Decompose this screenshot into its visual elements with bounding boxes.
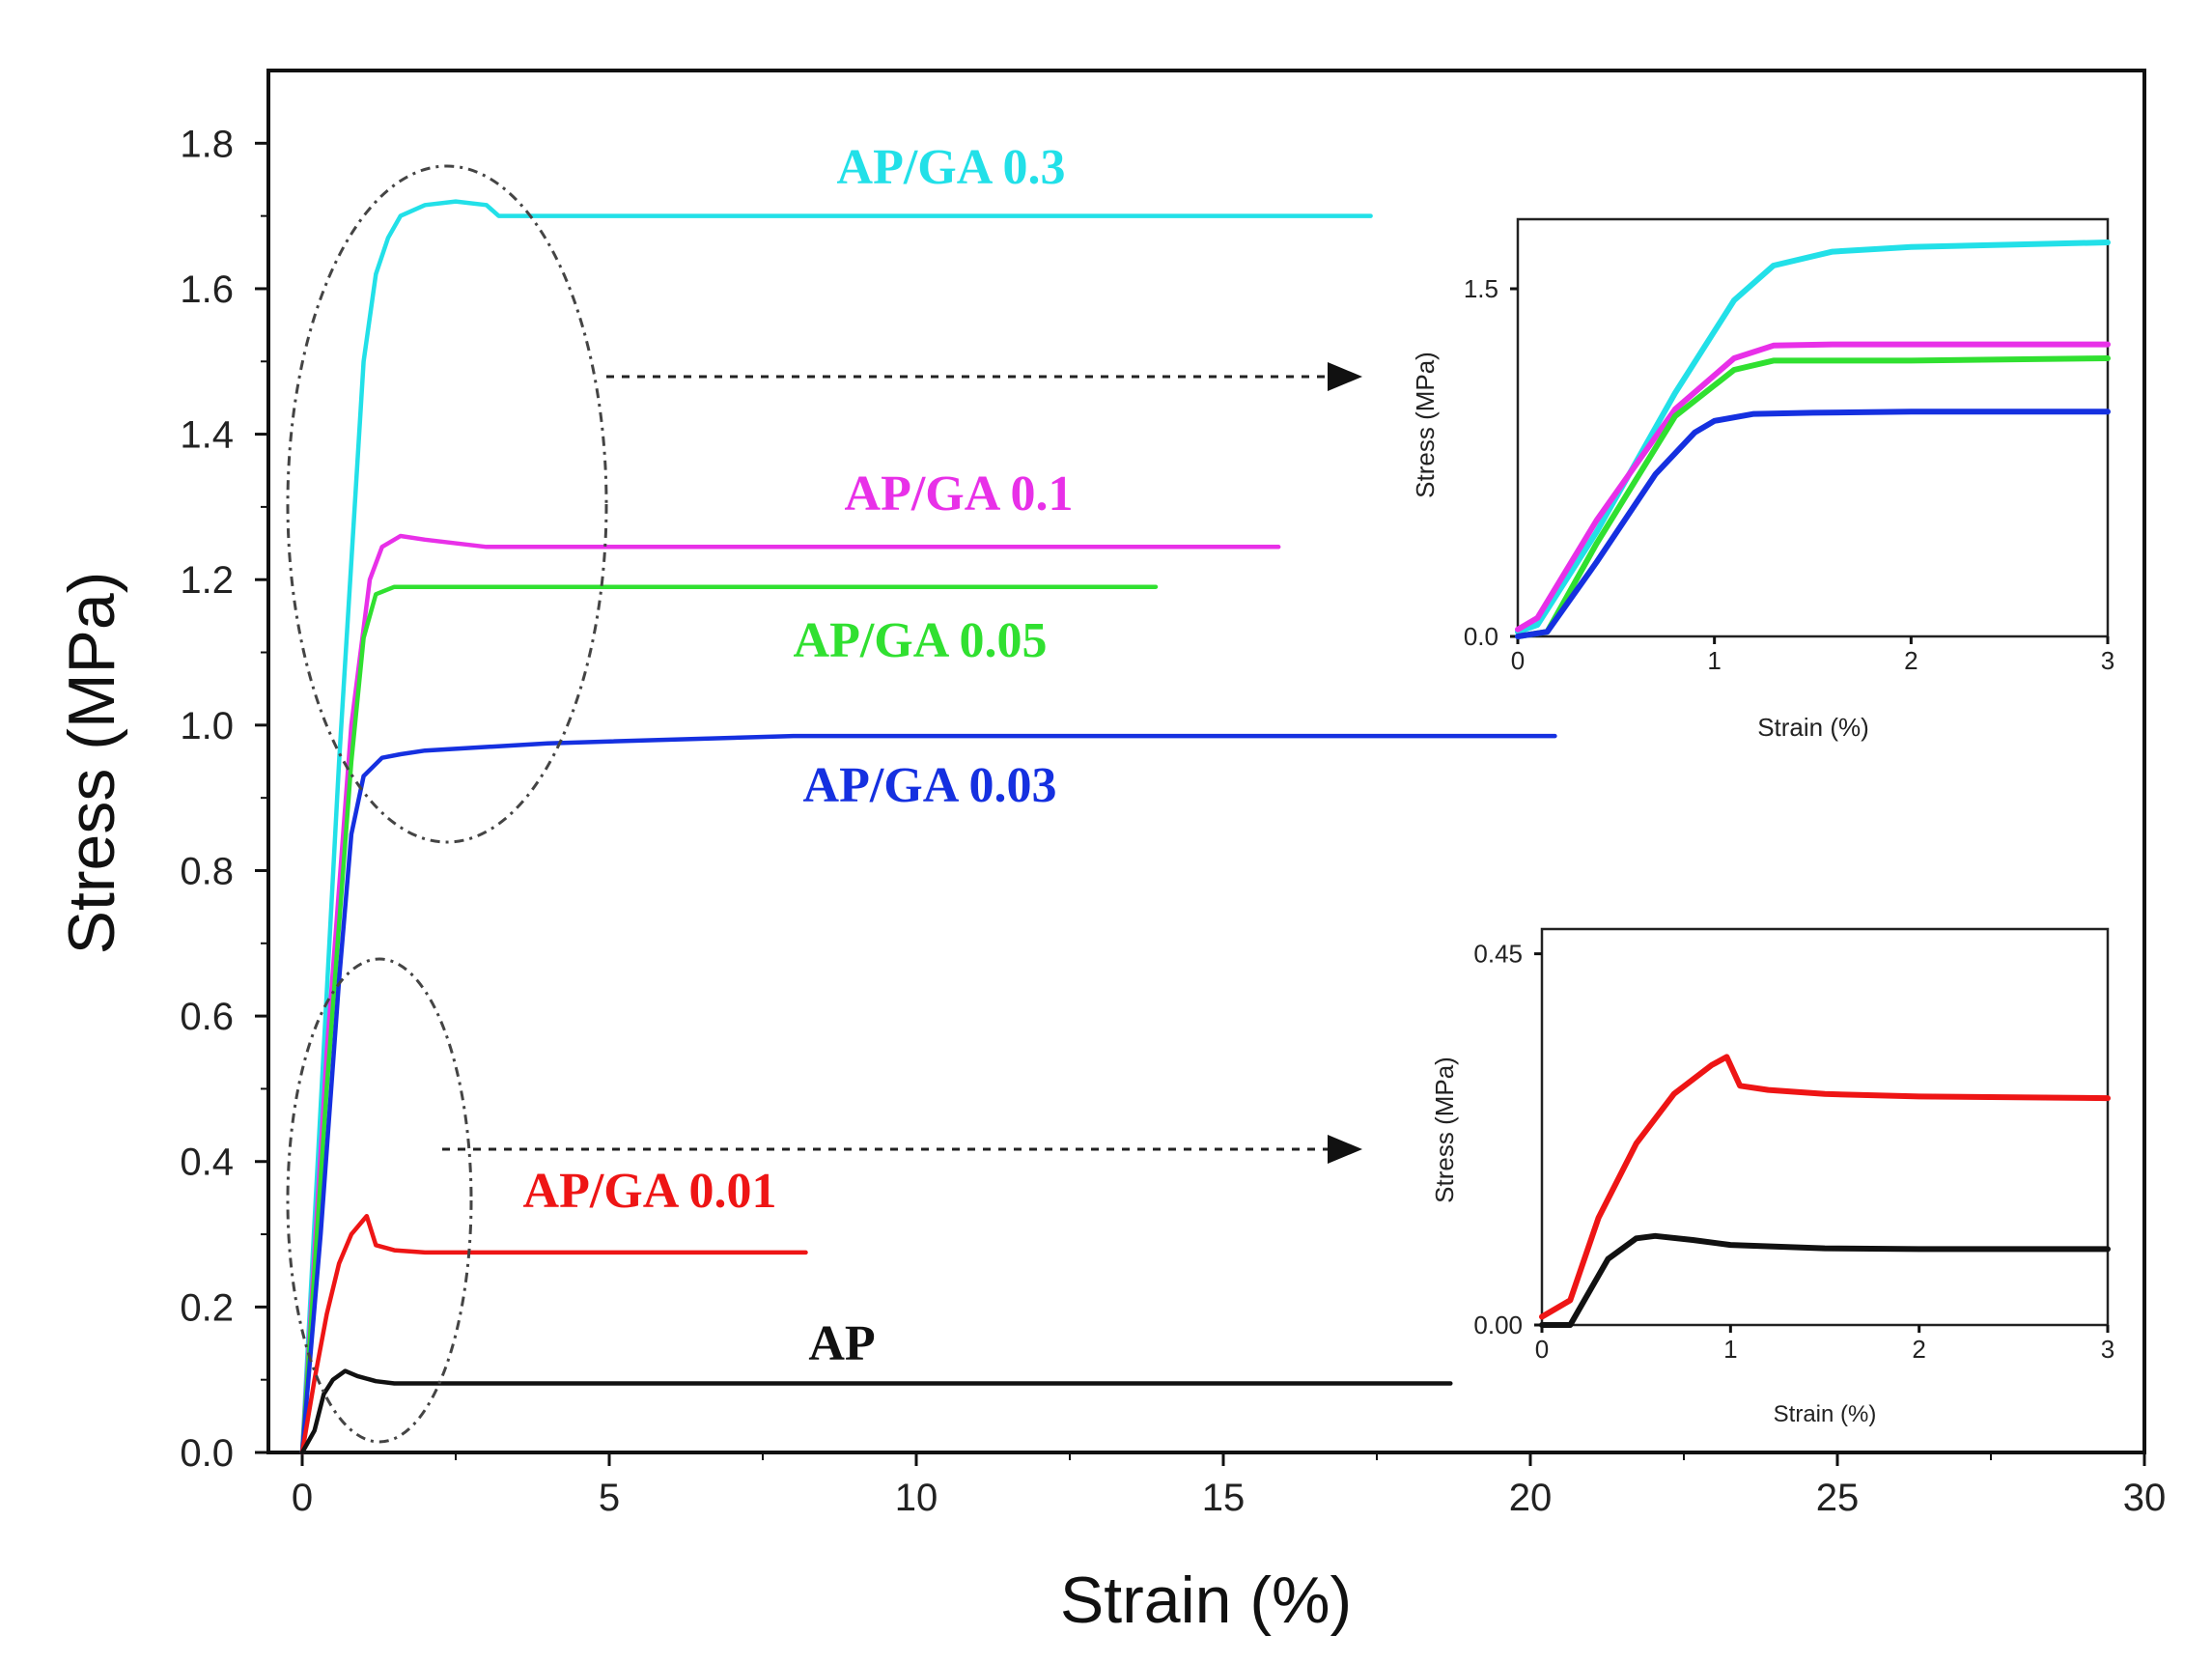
- inset_upper-series-ap-ga-0-1: [1515, 341, 2111, 633]
- main-plot-frame: [266, 69, 2146, 1454]
- inset_upper-x-tick-label: 0: [1511, 646, 1525, 675]
- inset_lower-y-tick-label: 0.45: [1473, 940, 1523, 969]
- label-ga003: AP/GA 0.03: [803, 758, 1057, 813]
- inset_upper-series-ap-ga-0-05: [1515, 355, 2111, 639]
- upper-inset-y-title: Stress (MPa): [1411, 352, 1440, 498]
- main-x-tick-label: 0: [292, 1477, 313, 1519]
- main-y-tick-label: 1.6: [180, 268, 234, 311]
- main-x-tick-label: 25: [1816, 1477, 1860, 1519]
- label-ga005: AP/GA 0.05: [794, 613, 1048, 668]
- main-series-ap-ga-0-05: [299, 584, 1159, 1455]
- inset_lower-y-tick-label: 0.00: [1473, 1311, 1523, 1339]
- main-y-tick-label: 1.2: [180, 559, 234, 602]
- main-series-ap-ga-0-3: [299, 199, 1373, 1455]
- inset_upper-x-tick-label: 2: [1904, 646, 1918, 675]
- main-y-tick-label: 0.8: [180, 850, 234, 892]
- inset_lower-x-tick-label: 2: [1912, 1335, 1925, 1364]
- main-x-tick-label: 20: [1509, 1477, 1553, 1519]
- main-x-tick-label: 30: [2123, 1477, 2167, 1519]
- lower-inset-frame: [1540, 927, 2110, 1327]
- inset_upper-y-tick-label: 1.5: [1464, 274, 1498, 303]
- inset_lower-x-tick-label: 0: [1535, 1335, 1549, 1364]
- main-y-tick-label: 0.4: [180, 1142, 234, 1184]
- main-series-ap-ga-0-01: [299, 1213, 808, 1455]
- inset_lower-x-tick-label: 3: [2101, 1335, 2114, 1364]
- main-x-tick-label: 5: [599, 1477, 620, 1519]
- main-y-tick-label: 0.6: [180, 996, 234, 1038]
- main-series-ap: [299, 1368, 1453, 1455]
- lower-inset-series-group: [1539, 1054, 2111, 1328]
- main-y-tick-label: 1.8: [180, 123, 234, 165]
- lower-inset-ticks: 0 1 2 3 0.00 0.45: [1473, 940, 2114, 1364]
- inset_upper-x-tick-label: 1: [1707, 646, 1721, 675]
- inset_upper-y-tick-label: 0.0: [1464, 622, 1498, 651]
- main-x-tick-label: 10: [895, 1477, 938, 1519]
- label-ap: AP: [808, 1316, 875, 1371]
- main-x-axis-title: Strain (%): [1060, 1564, 1352, 1637]
- inset_upper-series-ap-ga-0-03: [1515, 409, 2111, 639]
- main-y-tick-label: 0.0: [180, 1432, 234, 1475]
- inset_upper-series-ap-ga-0-3: [1515, 240, 2111, 635]
- lower-highlight-ellipse: [286, 957, 473, 1444]
- main-series-group: [299, 199, 1557, 1455]
- label-ga03: AP/GA 0.3: [837, 140, 1066, 195]
- main-y-tick-label: 0.2: [180, 1286, 234, 1329]
- inset_upper-x-tick-label: 3: [2101, 646, 2114, 675]
- upper-inset-frame: [1516, 217, 2110, 638]
- main-axis-ticks: 0 5 10 15 20 25 300.00.20.40.60.81.01.21.41.61…: [180, 123, 2166, 1519]
- upper-highlight-ellipse: [286, 164, 608, 844]
- lower-inset-y-title: Stress (MPa): [1430, 1057, 1459, 1203]
- main-series-ap-ga-0-1: [299, 533, 1281, 1455]
- upper-inset-x-title: Strain (%): [1757, 713, 1869, 742]
- main-y-tick-label: 1.0: [180, 705, 234, 747]
- lower-inset-x-title: Strain (%): [1774, 1401, 1877, 1427]
- inset_lower-series-ap-ga-0-01: [1539, 1054, 2111, 1320]
- main-y-tick-label: 1.4: [180, 414, 234, 457]
- main-x-tick-label: 15: [1202, 1477, 1246, 1519]
- inset_lower-x-tick-label: 1: [1723, 1335, 1737, 1364]
- main-series-ap-ga-0-03: [299, 733, 1557, 1455]
- upper-inset-series-group: [1515, 240, 2111, 639]
- label-ga01: AP/GA 0.1: [845, 466, 1074, 521]
- label-ga001: AP/GA 0.01: [523, 1164, 777, 1219]
- inset_lower-series-ap: [1539, 1232, 2111, 1328]
- main-y-axis-title: Stress (MPa): [55, 572, 128, 955]
